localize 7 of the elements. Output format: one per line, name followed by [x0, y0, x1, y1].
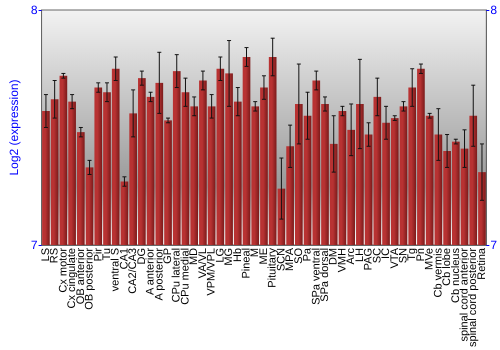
y-axis-title: Log2 (expression): [7, 79, 21, 176]
x-tick-label: OB posterior: [84, 248, 96, 310]
y2-tick-label: 8: [490, 3, 498, 17]
x-tick-label: Tg: [406, 248, 418, 261]
y2-tick-label: 7: [490, 238, 498, 252]
x-tick-label: Retina: [476, 247, 488, 280]
x-tick-label: A posterior: [153, 248, 166, 301]
